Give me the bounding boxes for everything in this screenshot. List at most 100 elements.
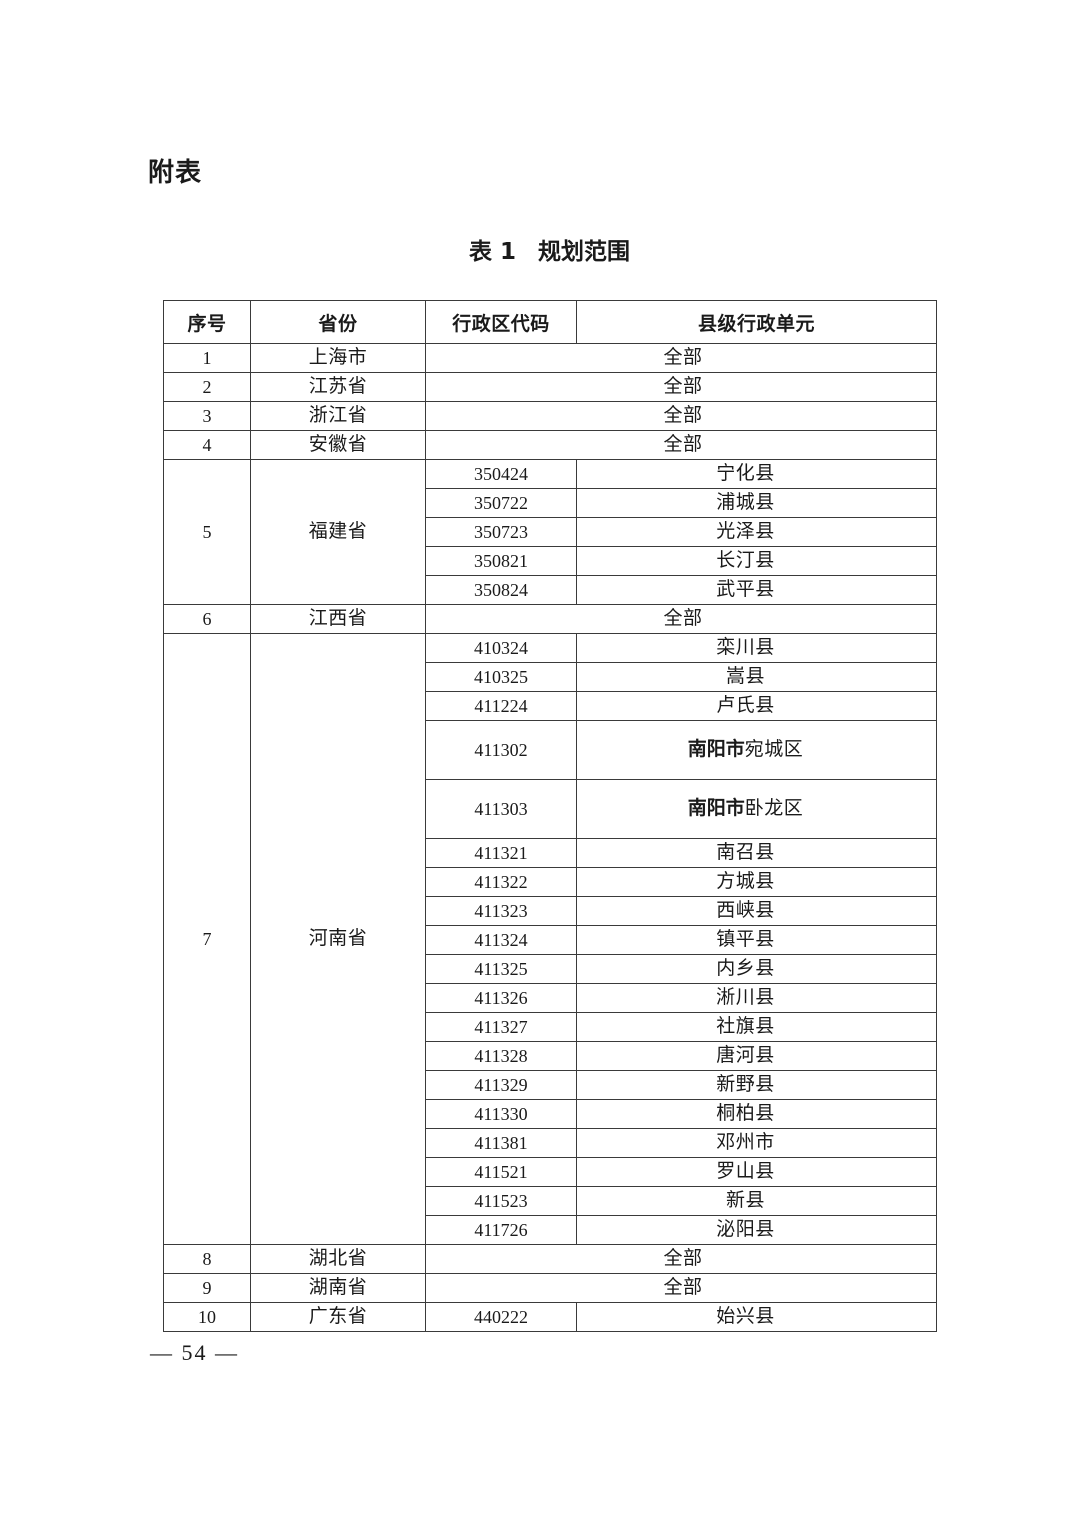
table-header-row: 序号 省份 行政区代码 县级行政单元 xyxy=(163,300,937,344)
table-row: 411323 西峡县 xyxy=(164,896,937,926)
cell-admin-code: 411321 xyxy=(425,838,577,868)
cell-county-unit: 社旗县 xyxy=(576,1012,937,1042)
district-suffix: 宛城区 xyxy=(744,739,804,761)
cell-province: 湖北省 xyxy=(250,1244,426,1274)
cell-no: 3 xyxy=(163,401,251,431)
column-header-code: 行政区代码 xyxy=(425,300,577,344)
cell-county-unit: 长汀县 xyxy=(576,546,937,576)
table-row: 411523 新县 xyxy=(164,1186,937,1216)
cell-all-units: 全部 xyxy=(425,372,937,402)
cell-county-unit: 南召县 xyxy=(576,838,937,868)
cell-county-unit: 西峡县 xyxy=(576,896,937,926)
table-row: 411325 内乡县 xyxy=(164,954,937,984)
cell-province: 浙江省 xyxy=(250,401,426,431)
city-prefix: 南阳市 xyxy=(687,738,745,761)
cell-admin-code: 411330 xyxy=(425,1099,577,1129)
cell-all-units: 全部 xyxy=(425,604,937,634)
cell-county-unit: 宁化县 xyxy=(576,459,937,489)
table-row: 411326 淅川县 xyxy=(164,983,937,1013)
cell-admin-code: 411521 xyxy=(425,1157,577,1187)
cell-county-unit: 光泽县 xyxy=(576,517,937,547)
cell-admin-code: 411303 xyxy=(425,779,577,839)
cell-admin-code: 411381 xyxy=(425,1128,577,1158)
table-row: 411521 罗山县 xyxy=(164,1157,937,1187)
table-row: 4 安徽省 全部 xyxy=(163,430,937,460)
cell-county-unit: 内乡县 xyxy=(576,954,937,984)
cell-county-unit: 新县 xyxy=(576,1186,937,1216)
cell-county-unit: 栾川县 xyxy=(576,633,937,663)
cell-no: 8 xyxy=(163,1244,251,1274)
cell-county-unit: 方城县 xyxy=(576,867,937,897)
table-row: 411322 方城县 xyxy=(164,867,937,897)
cell-province: 湖南省 xyxy=(250,1273,426,1303)
cell-admin-code: 440222 xyxy=(425,1302,577,1332)
cell-admin-code: 350424 xyxy=(425,459,577,489)
table-caption-label: 表 1 xyxy=(468,239,516,265)
cell-county-unit: 始兴县 xyxy=(576,1302,937,1332)
table-row: 350722 浦城县 xyxy=(164,488,937,518)
cell-county-unit: 邓州市 xyxy=(576,1128,937,1158)
cell-province: 河南省 xyxy=(250,633,426,1245)
cell-admin-code: 411224 xyxy=(425,691,577,721)
cell-no: 1 xyxy=(163,343,251,373)
cell-no: 5 xyxy=(163,459,251,605)
table-row: 411303 南阳市卧龙区 xyxy=(164,779,937,839)
cell-county-unit: 嵩县 xyxy=(576,662,937,692)
cell-county-unit: 浦城县 xyxy=(576,488,937,518)
cell-admin-code: 411327 xyxy=(425,1012,577,1042)
cell-no: 9 xyxy=(163,1273,251,1303)
table-row: 10 广东省 440222 始兴县 xyxy=(163,1302,937,1332)
cell-county-unit: 桐柏县 xyxy=(576,1099,937,1129)
cell-no: 10 xyxy=(163,1302,251,1332)
table-row: 411302 南阳市宛城区 xyxy=(164,720,937,780)
cell-province: 江苏省 xyxy=(250,372,426,402)
cell-admin-code: 411328 xyxy=(425,1041,577,1071)
cell-county-unit: 新野县 xyxy=(576,1070,937,1100)
table-row: 350824 武平县 xyxy=(164,575,937,605)
cell-county-unit: 卢氏县 xyxy=(576,691,937,721)
table-row: 350821 长汀县 xyxy=(164,546,937,576)
table-row: 411224 卢氏县 xyxy=(164,691,937,721)
cell-all-units: 全部 xyxy=(425,1273,937,1303)
cell-admin-code: 411302 xyxy=(425,720,577,780)
cell-admin-code: 350824 xyxy=(425,575,577,605)
cell-admin-code: 411726 xyxy=(425,1215,577,1245)
cell-all-units: 全部 xyxy=(425,343,937,373)
table-row: 411327 社旗县 xyxy=(164,1012,937,1042)
cell-county-unit: 南阳市卧龙区 xyxy=(576,779,937,839)
cell-province: 广东省 xyxy=(250,1302,426,1332)
cell-province: 福建省 xyxy=(250,459,426,605)
table-row: 411329 新野县 xyxy=(164,1070,937,1100)
cell-admin-code: 410325 xyxy=(425,662,577,692)
cell-all-units: 全部 xyxy=(425,1244,937,1274)
cell-county-unit: 泌阳县 xyxy=(576,1215,937,1245)
page-number: — 54 — xyxy=(150,1340,239,1365)
cell-admin-code: 410324 xyxy=(425,633,577,663)
column-header-unit: 县级行政单元 xyxy=(576,300,937,344)
cell-no: 2 xyxy=(163,372,251,402)
table-row: 7 河南省 410324 栾川县 xyxy=(163,633,937,1245)
table-row: 410325 嵩县 xyxy=(164,662,937,692)
table-caption-title: 规划范围 xyxy=(538,239,630,265)
cell-no: 7 xyxy=(163,633,251,1245)
city-prefix: 南阳市 xyxy=(687,797,745,820)
column-header-no: 序号 xyxy=(163,300,251,344)
table-row: 3 浙江省 全部 xyxy=(163,401,937,431)
cell-county-unit: 南阳市宛城区 xyxy=(576,720,937,780)
table-row: 411381 邓州市 xyxy=(164,1128,937,1158)
cell-no: 6 xyxy=(163,604,251,634)
planning-scope-table: 序号 省份 行政区代码 县级行政单元 1 上海市 全部 2 江苏省 全部 3 浙江省 全部 4 安徽… xyxy=(163,300,937,1332)
cell-admin-code: 411325 xyxy=(425,954,577,984)
cell-admin-code: 350722 xyxy=(425,488,577,518)
table-body: 1 上海市 全部 2 江苏省 全部 3 浙江省 全部 4 安徽省 全部 5 福建省 350424 宁化县 350… xyxy=(163,343,937,1332)
cell-county-unit: 淅川县 xyxy=(576,983,937,1013)
cell-admin-code: 411322 xyxy=(425,867,577,897)
district-suffix: 卧龙区 xyxy=(744,798,804,820)
cell-province: 安徽省 xyxy=(250,430,426,460)
table-row: 411321 南召县 xyxy=(164,838,937,868)
cell-no: 4 xyxy=(163,430,251,460)
cell-all-units: 全部 xyxy=(425,430,937,460)
cell-admin-code: 411323 xyxy=(425,896,577,926)
table-row: 411328 唐河县 xyxy=(164,1041,937,1071)
